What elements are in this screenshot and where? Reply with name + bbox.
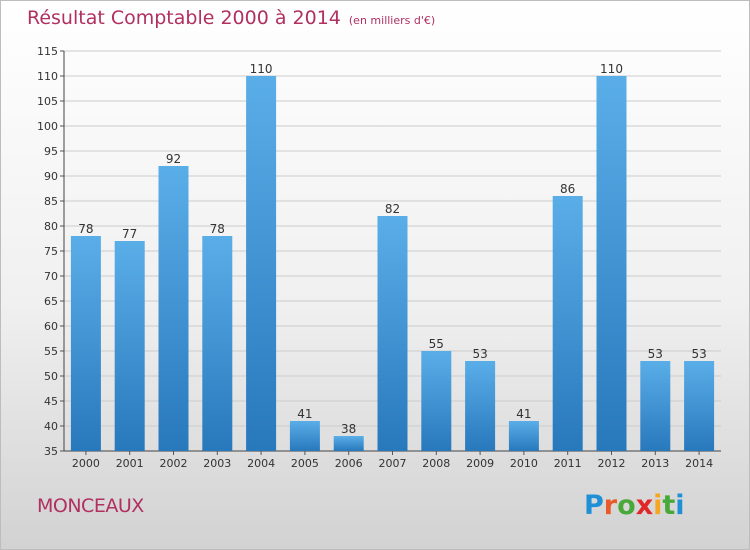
y-tick-label: 50 xyxy=(44,370,58,383)
bar-value-label: 110 xyxy=(250,62,273,76)
y-tick-label: 110 xyxy=(37,70,58,83)
proxiti-logo[interactable]: Proxiti xyxy=(584,490,685,521)
y-tick-label: 100 xyxy=(37,120,58,133)
bar xyxy=(552,196,583,451)
x-tick-label: 2013 xyxy=(641,457,669,470)
bar xyxy=(596,76,627,451)
bar-value-label: 110 xyxy=(600,62,623,76)
y-tick-label: 75 xyxy=(44,245,58,258)
bar-value-label: 53 xyxy=(472,347,487,361)
chart-title: Résultat Comptable 2000 à 2014 (en millie… xyxy=(27,7,435,29)
unit-label: (en milliers d'€) xyxy=(348,14,436,27)
x-tick-label: 2011 xyxy=(554,457,582,470)
x-tick-label: 2005 xyxy=(291,457,319,470)
y-tick-label: 45 xyxy=(44,395,58,408)
bar-value-label: 41 xyxy=(516,407,531,421)
bar-value-label: 53 xyxy=(648,347,663,361)
y-tick-label: 35 xyxy=(44,445,58,458)
bar-value-label: 53 xyxy=(691,347,706,361)
bar-value-label: 92 xyxy=(166,152,181,166)
bar-value-label: 78 xyxy=(210,222,225,236)
brand-letter: x xyxy=(635,490,654,521)
x-tick-label: 2010 xyxy=(510,457,538,470)
x-tick-label: 2004 xyxy=(247,457,275,470)
bar-value-label: 86 xyxy=(560,182,575,196)
bar-value-label: 77 xyxy=(122,227,137,241)
bar xyxy=(158,166,189,451)
bar xyxy=(421,351,452,451)
x-tick-label: 2001 xyxy=(116,457,144,470)
bar xyxy=(289,421,320,451)
title-text: Résultat Comptable 2000 à 2014 xyxy=(27,7,341,29)
brand-letter: i xyxy=(653,490,663,521)
x-tick-label: 2008 xyxy=(422,457,450,470)
y-tick-label: 70 xyxy=(44,270,58,283)
bar xyxy=(640,361,671,451)
bar xyxy=(508,421,539,451)
y-tick-label: 115 xyxy=(37,45,58,58)
bar xyxy=(684,361,715,451)
bar-value-label: 55 xyxy=(429,337,444,351)
bar-value-label: 41 xyxy=(297,407,312,421)
brand-letter: P xyxy=(584,490,604,521)
bar-value-label: 82 xyxy=(385,202,400,216)
x-tick-label: 2006 xyxy=(335,457,363,470)
commune-name: MONCEAUX xyxy=(37,495,144,517)
bar xyxy=(246,76,277,451)
y-tick-label: 105 xyxy=(37,95,58,108)
y-tick-label: 55 xyxy=(44,345,58,358)
bar xyxy=(114,241,145,451)
brand-letter: o xyxy=(617,490,636,521)
x-tick-label: 2012 xyxy=(598,457,626,470)
y-tick-label: 95 xyxy=(44,145,58,158)
x-tick-label: 2002 xyxy=(160,457,188,470)
y-tick-label: 80 xyxy=(44,220,58,233)
bar xyxy=(465,361,496,451)
bar xyxy=(377,216,408,451)
brand-letter: t xyxy=(662,490,676,521)
brand-letter: i xyxy=(675,490,685,521)
brand-letter: r xyxy=(603,490,618,521)
y-tick-label: 40 xyxy=(44,420,58,433)
x-tick-label: 2000 xyxy=(72,457,100,470)
y-tick-label: 60 xyxy=(44,320,58,333)
x-tick-label: 2014 xyxy=(685,457,713,470)
x-tick-label: 2009 xyxy=(466,457,494,470)
bar-value-label: 38 xyxy=(341,422,356,436)
x-tick-label: 2007 xyxy=(379,457,407,470)
bar xyxy=(333,436,364,451)
y-tick-label: 90 xyxy=(44,170,58,183)
y-tick-label: 85 xyxy=(44,195,58,208)
bar xyxy=(202,236,233,451)
x-tick-label: 2003 xyxy=(203,457,231,470)
bar-value-label: 78 xyxy=(78,222,93,236)
bar xyxy=(70,236,101,451)
y-tick-label: 65 xyxy=(44,295,58,308)
